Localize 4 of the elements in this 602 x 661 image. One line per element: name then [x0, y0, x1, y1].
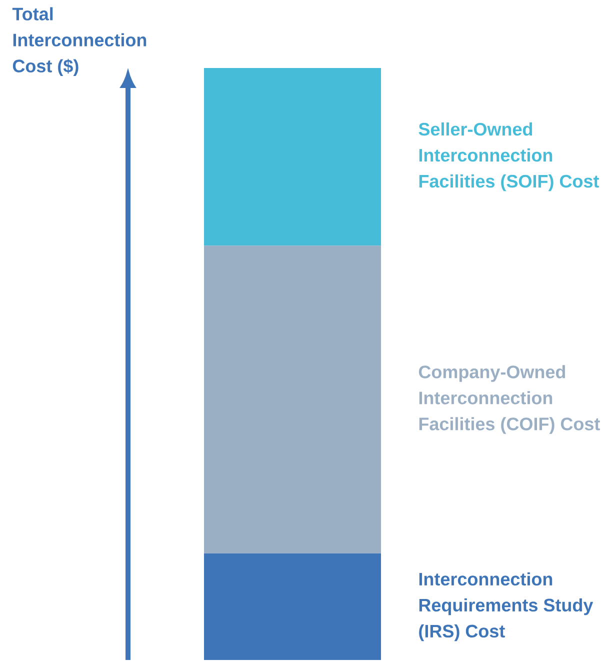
text: Company-Owned Interconnection Facilities (COIF) Cost [418, 365, 600, 434]
text: Interconnection Requirements Study (IRS) Cost [419, 572, 594, 642]
y-axis-title: Total Interconnection Cost ($) [12, 7, 146, 76]
text: Seller-Owned Interconnection Facilities (SOIF) Cost [418, 122, 599, 192]
